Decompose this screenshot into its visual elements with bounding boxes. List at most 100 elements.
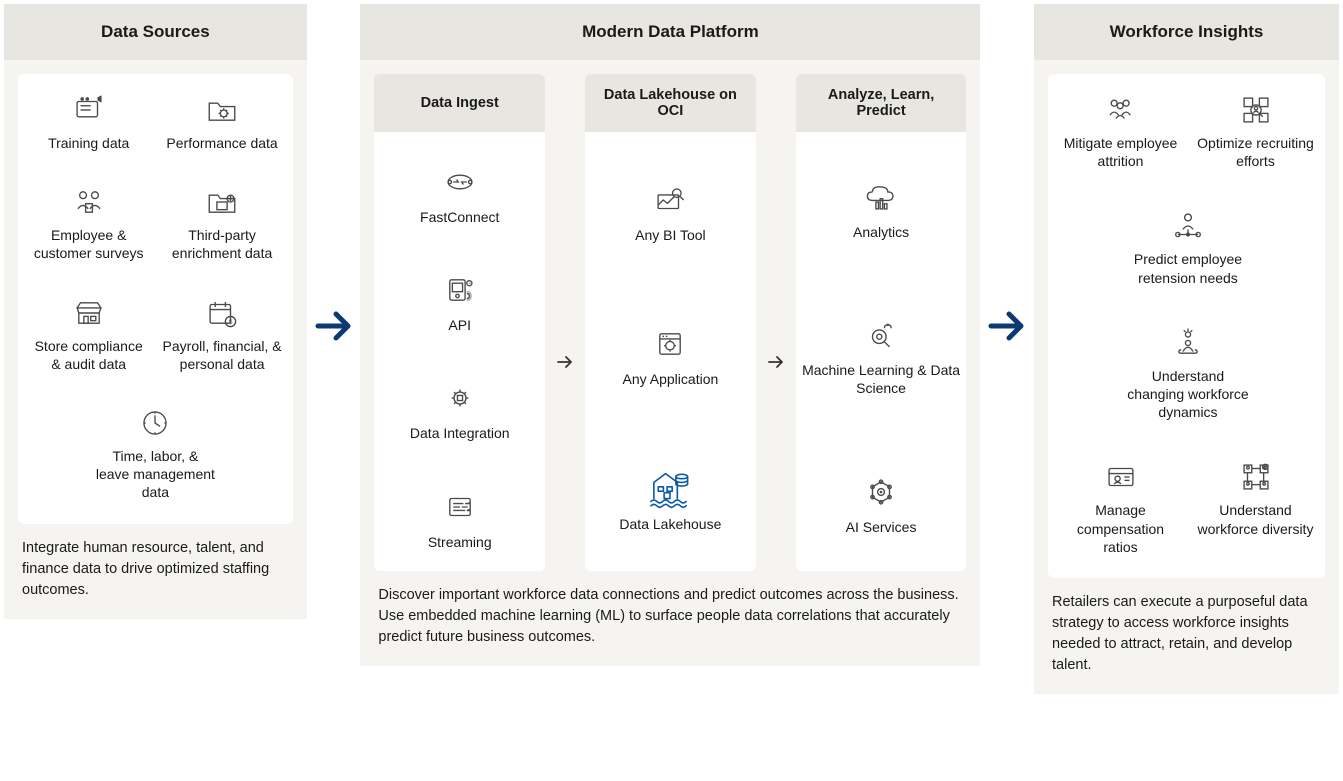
platform-subcolumn-title: Analyze, Learn, Predict — [796, 74, 967, 132]
platform-item-label: FastConnect — [420, 208, 499, 226]
platform-item-label: Data Lakehouse — [619, 515, 721, 533]
predict-icon — [1168, 208, 1208, 244]
platform-item: Any Application — [623, 324, 719, 388]
arrow-right-icon — [312, 304, 356, 348]
platform-item: Any BI Tool — [635, 180, 706, 244]
source-item-label: Training data — [48, 134, 129, 152]
arrow-right-icon — [555, 272, 575, 372]
source-item-label: Third-party enrichment data — [162, 226, 282, 262]
dynamics-icon — [1168, 325, 1208, 361]
insight-item: Manage compensation ratios — [1058, 459, 1183, 556]
integration-icon — [438, 378, 482, 418]
surveys-icon — [69, 184, 109, 220]
platform-item: Data Lakehouse — [619, 469, 721, 533]
platform-item-label: Any Application — [623, 370, 719, 388]
platform-footer: Discover important workforce data connec… — [374, 571, 966, 648]
recruit-icon — [1236, 92, 1276, 128]
source-item: Employee & customer surveys — [29, 184, 149, 262]
clock-icon — [135, 405, 175, 441]
fastconnect-icon — [438, 162, 482, 202]
platform-subcolumn-body: FastConnect API Data Integration Streaming — [374, 132, 545, 571]
column-insights: Workforce Insights Mitigate employee att… — [1034, 4, 1339, 694]
ai-icon — [859, 472, 903, 512]
platform-item: Machine Learning & Data Science — [802, 315, 961, 397]
sources-footer: Integrate human resource, talent, and fi… — [18, 524, 293, 601]
insight-item-label: Manage compensation ratios — [1058, 501, 1183, 556]
platform-subcolumn: Data Ingest FastConnect API Data Integratio… — [374, 74, 545, 571]
bi-icon — [648, 180, 692, 220]
insight-item: Understand changing workforce dynamics — [1126, 325, 1251, 422]
source-item: $ Payroll, financial, & personal data — [162, 295, 282, 373]
app-icon — [648, 324, 692, 364]
insight-item: Predict employee retension needs — [1126, 208, 1251, 286]
insight-item: Mitigate employee attrition — [1058, 92, 1183, 170]
sources-panel: Training data Performance data Employee & … — [18, 74, 293, 524]
platform-subcolumn-body: Any BI Tool Any Application Data Lakehouse — [585, 132, 756, 571]
platform-subcolumn-title: Data Lakehouse on OCI — [585, 74, 756, 132]
streaming-icon — [438, 487, 482, 527]
calendar-money-icon: $ — [202, 295, 242, 331]
analytics-icon — [859, 177, 903, 217]
platform-item-label: Machine Learning & Data Science — [802, 361, 961, 397]
svg-text:$: $ — [229, 319, 233, 326]
platform-item-label: Analytics — [853, 223, 909, 241]
platform-item-label: API — [448, 316, 471, 334]
platform-subcolumn: Analyze, Learn, Predict Analytics Machine … — [796, 74, 967, 571]
attrition-icon — [1101, 92, 1141, 128]
platform-item: API — [438, 270, 482, 334]
insights-footer: Retailers can execute a purposeful data … — [1048, 578, 1325, 676]
arrow-sources-to-platform — [307, 4, 361, 348]
insight-item-label: Mitigate employee attrition — [1058, 134, 1183, 170]
sources-body: Training data Performance data Employee & … — [4, 60, 307, 619]
folder-plus-icon — [202, 184, 242, 220]
source-item: Third-party enrichment data — [162, 184, 282, 262]
insight-item-label: Optimize recruiting efforts — [1193, 134, 1318, 170]
sources-title: Data Sources — [4, 4, 307, 60]
insight-item-label: Understand workforce diversity — [1193, 501, 1318, 537]
store-icon — [69, 295, 109, 331]
source-item: Training data — [29, 92, 149, 152]
diversity-icon — [1236, 459, 1276, 495]
platform-item: Analytics — [853, 177, 909, 241]
source-item-label: Performance data — [166, 134, 277, 152]
platform-item-label: Streaming — [428, 533, 492, 551]
source-item: Store compliance & audit data — [29, 295, 149, 373]
platform-subcolumn: Data Lakehouse on OCI Any BI Tool Any Appl… — [585, 74, 756, 571]
source-item-label: Time, labor, & leave management data — [95, 447, 215, 502]
platform-item: AI Services — [846, 472, 917, 536]
insight-item: Understand workforce diversity — [1193, 459, 1318, 556]
lakehouse-icon — [648, 469, 692, 509]
platform-item-label: Any BI Tool — [635, 226, 706, 244]
folder-gear-icon — [202, 92, 242, 128]
column-data-sources: Data Sources Training data Performance da… — [4, 4, 307, 619]
api-icon — [438, 270, 482, 310]
insight-item-label: Understand changing workforce dynamics — [1126, 367, 1251, 422]
insight-item: Optimize recruiting efforts — [1193, 92, 1318, 170]
column-platform: Modern Data Platform Data IngestFastConn… — [360, 4, 980, 666]
arrow-platform-to-insights — [980, 4, 1034, 348]
platform-item-label: AI Services — [846, 518, 917, 536]
platform-subcolumn-body: Analytics Machine Learning & Data Science… — [796, 132, 967, 571]
platform-item: Data Integration — [410, 378, 510, 442]
insights-title: Workforce Insights — [1034, 4, 1339, 60]
insights-panel: Mitigate employee attrition Optimize recr… — [1048, 74, 1325, 578]
platform-item: Streaming — [428, 487, 492, 551]
platform-body: Data Ingest FastConnect API Data Integratio… — [360, 60, 980, 666]
source-item: Time, labor, & leave management data — [95, 405, 215, 502]
platform-item-label: Data Integration — [410, 424, 510, 442]
source-item-label: Store compliance & audit data — [29, 337, 149, 373]
platform-subcolumn-title: Data Ingest — [374, 74, 545, 132]
insights-body: Mitigate employee attrition Optimize recr… — [1034, 60, 1339, 694]
arrow-right-icon — [766, 272, 786, 372]
source-item-label: Payroll, financial, & personal data — [162, 337, 282, 373]
platform-item: FastConnect — [420, 162, 499, 226]
source-item: Performance data — [162, 92, 282, 152]
insight-item-label: Predict employee retension needs — [1126, 250, 1251, 286]
arrow-right-icon — [985, 304, 1029, 348]
training-icon — [69, 92, 109, 128]
compensation-icon — [1101, 459, 1141, 495]
platform-title: Modern Data Platform — [360, 4, 980, 60]
diagram-root: Data Sources Training data Performance da… — [0, 0, 1343, 698]
ml-icon — [859, 315, 903, 355]
source-item-label: Employee & customer surveys — [29, 226, 149, 262]
